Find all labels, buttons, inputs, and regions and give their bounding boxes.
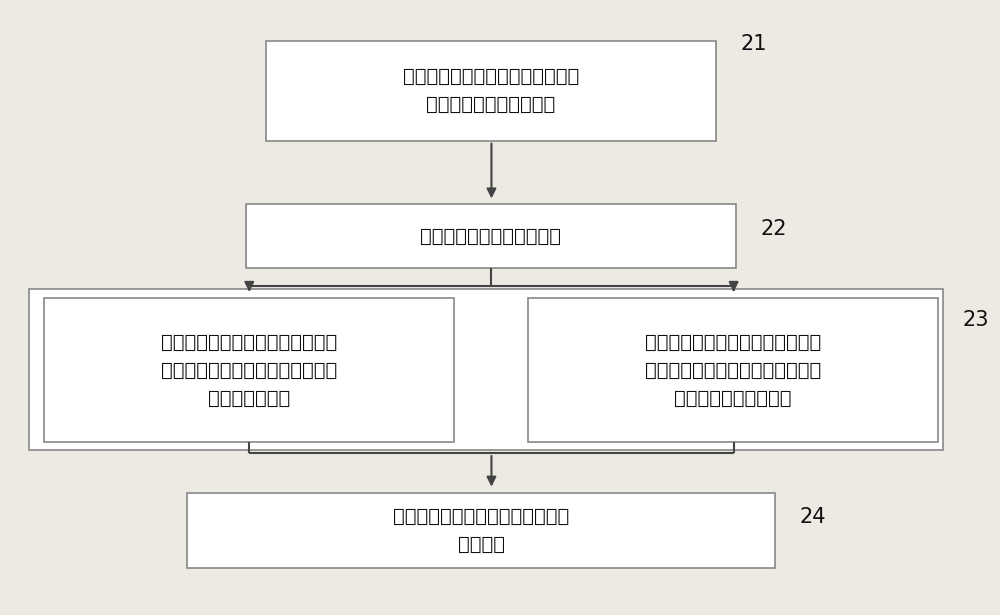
Text: 21: 21 (741, 34, 767, 54)
Text: 将获取的旋变电流信号解调: 将获取的旋变电流信号解调 (420, 227, 561, 246)
Text: 求解解调后的旋变电流信号，得到
转子角位移，根据转子的角位移计
算转子的角速度: 求解解调后的旋变电流信号，得到 转子角位移，根据转子的角位移计 算转子的角速度 (161, 333, 337, 408)
Bar (246, 204, 736, 268)
Bar (528, 298, 938, 442)
Bar (29, 289, 943, 450)
Bar (187, 493, 775, 568)
Text: 24: 24 (800, 507, 826, 527)
Text: 求解解调后的旋变电流信号，得到
转子的旋转频率，根据转子的旋转
频率计算转子的角速度: 求解解调后的旋变电流信号，得到 转子的旋转频率，根据转子的旋转 频率计算转子的角… (645, 333, 821, 408)
Text: 获取安装在电动汽车的电机上的旋
变器输出的旋变电流信号: 获取安装在电动汽车的电机上的旋 变器输出的旋变电流信号 (403, 67, 579, 114)
Text: 23: 23 (963, 309, 989, 330)
Text: 根据计算得到的转子的角速度计算
电机转速: 根据计算得到的转子的角速度计算 电机转速 (393, 507, 569, 554)
Bar (44, 298, 454, 442)
Bar (266, 41, 716, 141)
Text: 22: 22 (760, 219, 787, 239)
